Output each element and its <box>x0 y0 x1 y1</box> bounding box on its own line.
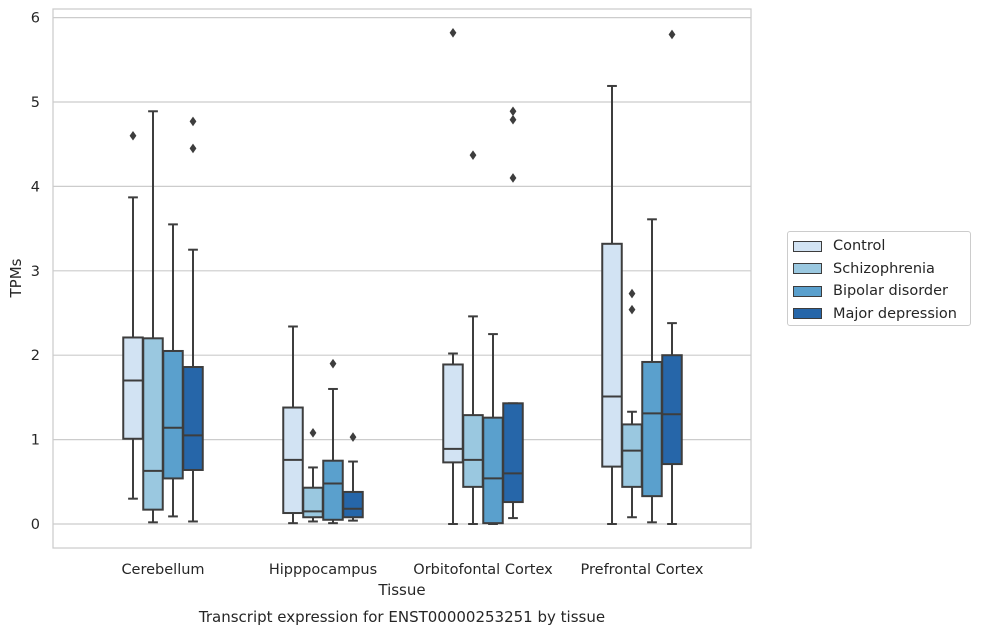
y-tick-labels: 0 1 2 3 4 5 6 <box>31 11 40 533</box>
outlier-marker <box>509 114 517 125</box>
legend-item: Major depression <box>788 303 970 326</box>
legend-item: Schizophrenia <box>788 258 970 281</box>
box <box>502 402 524 504</box>
y-tick-label: 5 <box>31 95 40 111</box>
x-tick-labels: Cerebellum Hipppocampus Orbitofontal Corte… <box>121 562 703 578</box>
box <box>661 354 683 466</box>
y-tick-label: 0 <box>31 517 40 533</box>
box <box>462 414 484 488</box>
outlier-marker <box>628 304 636 315</box>
box <box>302 486 324 519</box>
box <box>601 242 623 468</box>
outlier-marker <box>129 130 137 141</box>
y-axis-label: TPMs <box>7 258 25 298</box>
box <box>482 416 504 525</box>
x-tick-label: Prefrontal Cortex <box>581 562 704 578</box>
box <box>162 349 184 480</box>
y-tick-label: 6 <box>31 11 40 27</box>
outlier-marker <box>509 173 517 183</box>
box <box>342 490 364 519</box>
outlier-marker <box>189 116 197 127</box>
legend-label: Control <box>833 238 886 255</box>
legend: Control Schizophrenia Bipolar disorder Majo… <box>787 231 971 326</box>
legend-label: Bipolar disorder <box>833 283 948 300</box>
outlier-marker <box>449 27 457 38</box>
plot-boxes <box>122 27 683 525</box>
outlier-marker <box>309 428 317 438</box>
box <box>322 459 344 521</box>
outlier-marker <box>509 106 517 117</box>
box <box>182 366 204 471</box>
y-tick-label: 2 <box>31 348 40 364</box>
y-tick-label: 1 <box>31 433 40 449</box>
legend-label: Major depression <box>833 305 957 322</box>
chart-title: Transcript expression for ENST0000025325… <box>198 608 605 626</box>
legend-item: Control <box>788 235 970 258</box>
y-tick-label: 4 <box>31 179 40 195</box>
outlier-marker <box>469 150 477 160</box>
box <box>142 337 164 511</box>
outlier-marker <box>349 432 357 442</box>
legend-swatch <box>793 308 822 320</box>
plot-frame <box>52 8 752 549</box>
box <box>621 423 643 488</box>
y-tick-label: 3 <box>31 264 40 280</box>
legend-item: Bipolar disorder <box>788 280 970 303</box>
legend-swatch <box>793 263 822 275</box>
x-tick-label: Orbitofontal Cortex <box>413 562 553 578</box>
box <box>641 360 663 498</box>
box <box>442 363 464 464</box>
outlier-marker <box>628 288 636 299</box>
legend-swatch <box>793 285 822 297</box>
legend-label: Schizophrenia <box>833 260 935 277</box>
x-tick-label: Cerebellum <box>121 562 204 578</box>
outlier-marker <box>189 143 197 154</box>
outlier-marker <box>329 358 337 369</box>
outlier-marker <box>668 29 676 40</box>
legend-swatch <box>793 240 822 252</box>
x-tick-label: Hipppocampus <box>269 562 377 578</box>
box <box>122 336 144 440</box>
x-axis-label: Tissue <box>377 581 425 599</box>
